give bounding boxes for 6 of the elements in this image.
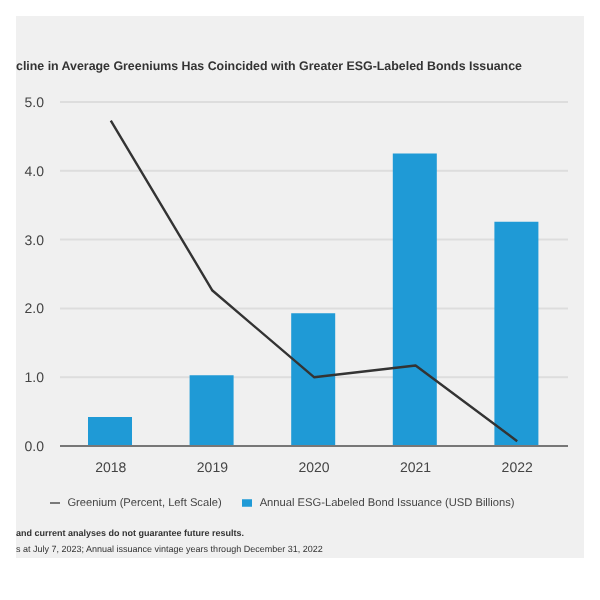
- bar: [291, 313, 336, 446]
- bar: [88, 417, 132, 446]
- bar: [392, 153, 437, 446]
- line-series: [109, 119, 519, 443]
- bar: [189, 375, 234, 446]
- bar: [494, 221, 539, 446]
